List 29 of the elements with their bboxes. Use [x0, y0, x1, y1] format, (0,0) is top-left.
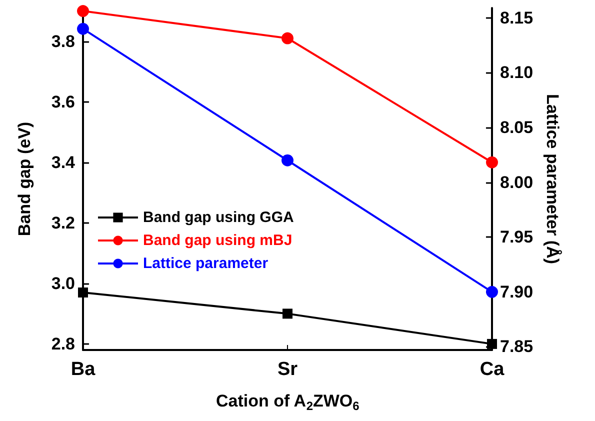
y2-tick-label: 8.05	[500, 118, 534, 137]
x-tick-label: Ba	[70, 359, 96, 380]
point	[282, 308, 292, 319]
y2-tick-label: 7.95	[500, 228, 534, 247]
point	[77, 5, 89, 18]
y2-axis-title: Lattice parameter (Å)	[542, 94, 562, 264]
point	[486, 286, 498, 298]
point	[486, 156, 498, 168]
y2-tick-label: 7.90	[500, 282, 534, 302]
y-tick-label: 3.2	[51, 213, 75, 232]
point	[282, 154, 294, 166]
legend-label: Lattice parameter	[143, 255, 268, 272]
y-tick-label: 3.8	[51, 32, 75, 51]
x-tick-label: Ca	[480, 359, 505, 380]
y-tick-label: 3.6	[51, 92, 75, 112]
y-axis-title: Band gap (eV)	[15, 122, 34, 236]
legend-label: Band gap using GGA	[143, 209, 294, 226]
y-tick-label: 2.8	[51, 334, 75, 354]
point	[77, 22, 89, 35]
y2-tick-label: 8.00	[500, 172, 534, 192]
y-tick-label: 3.0	[51, 274, 75, 293]
y2-tick-label: 8.15	[500, 8, 534, 28]
point	[282, 32, 294, 44]
y2-tick-label: 8.10	[500, 63, 534, 82]
x-tick-label: Sr	[277, 359, 298, 380]
y-tick-label: 3.4	[51, 152, 76, 172]
legend-label: Band gap using mBJ	[143, 232, 292, 249]
point	[78, 287, 88, 298]
y2-tick-label: 7.85	[500, 337, 534, 356]
